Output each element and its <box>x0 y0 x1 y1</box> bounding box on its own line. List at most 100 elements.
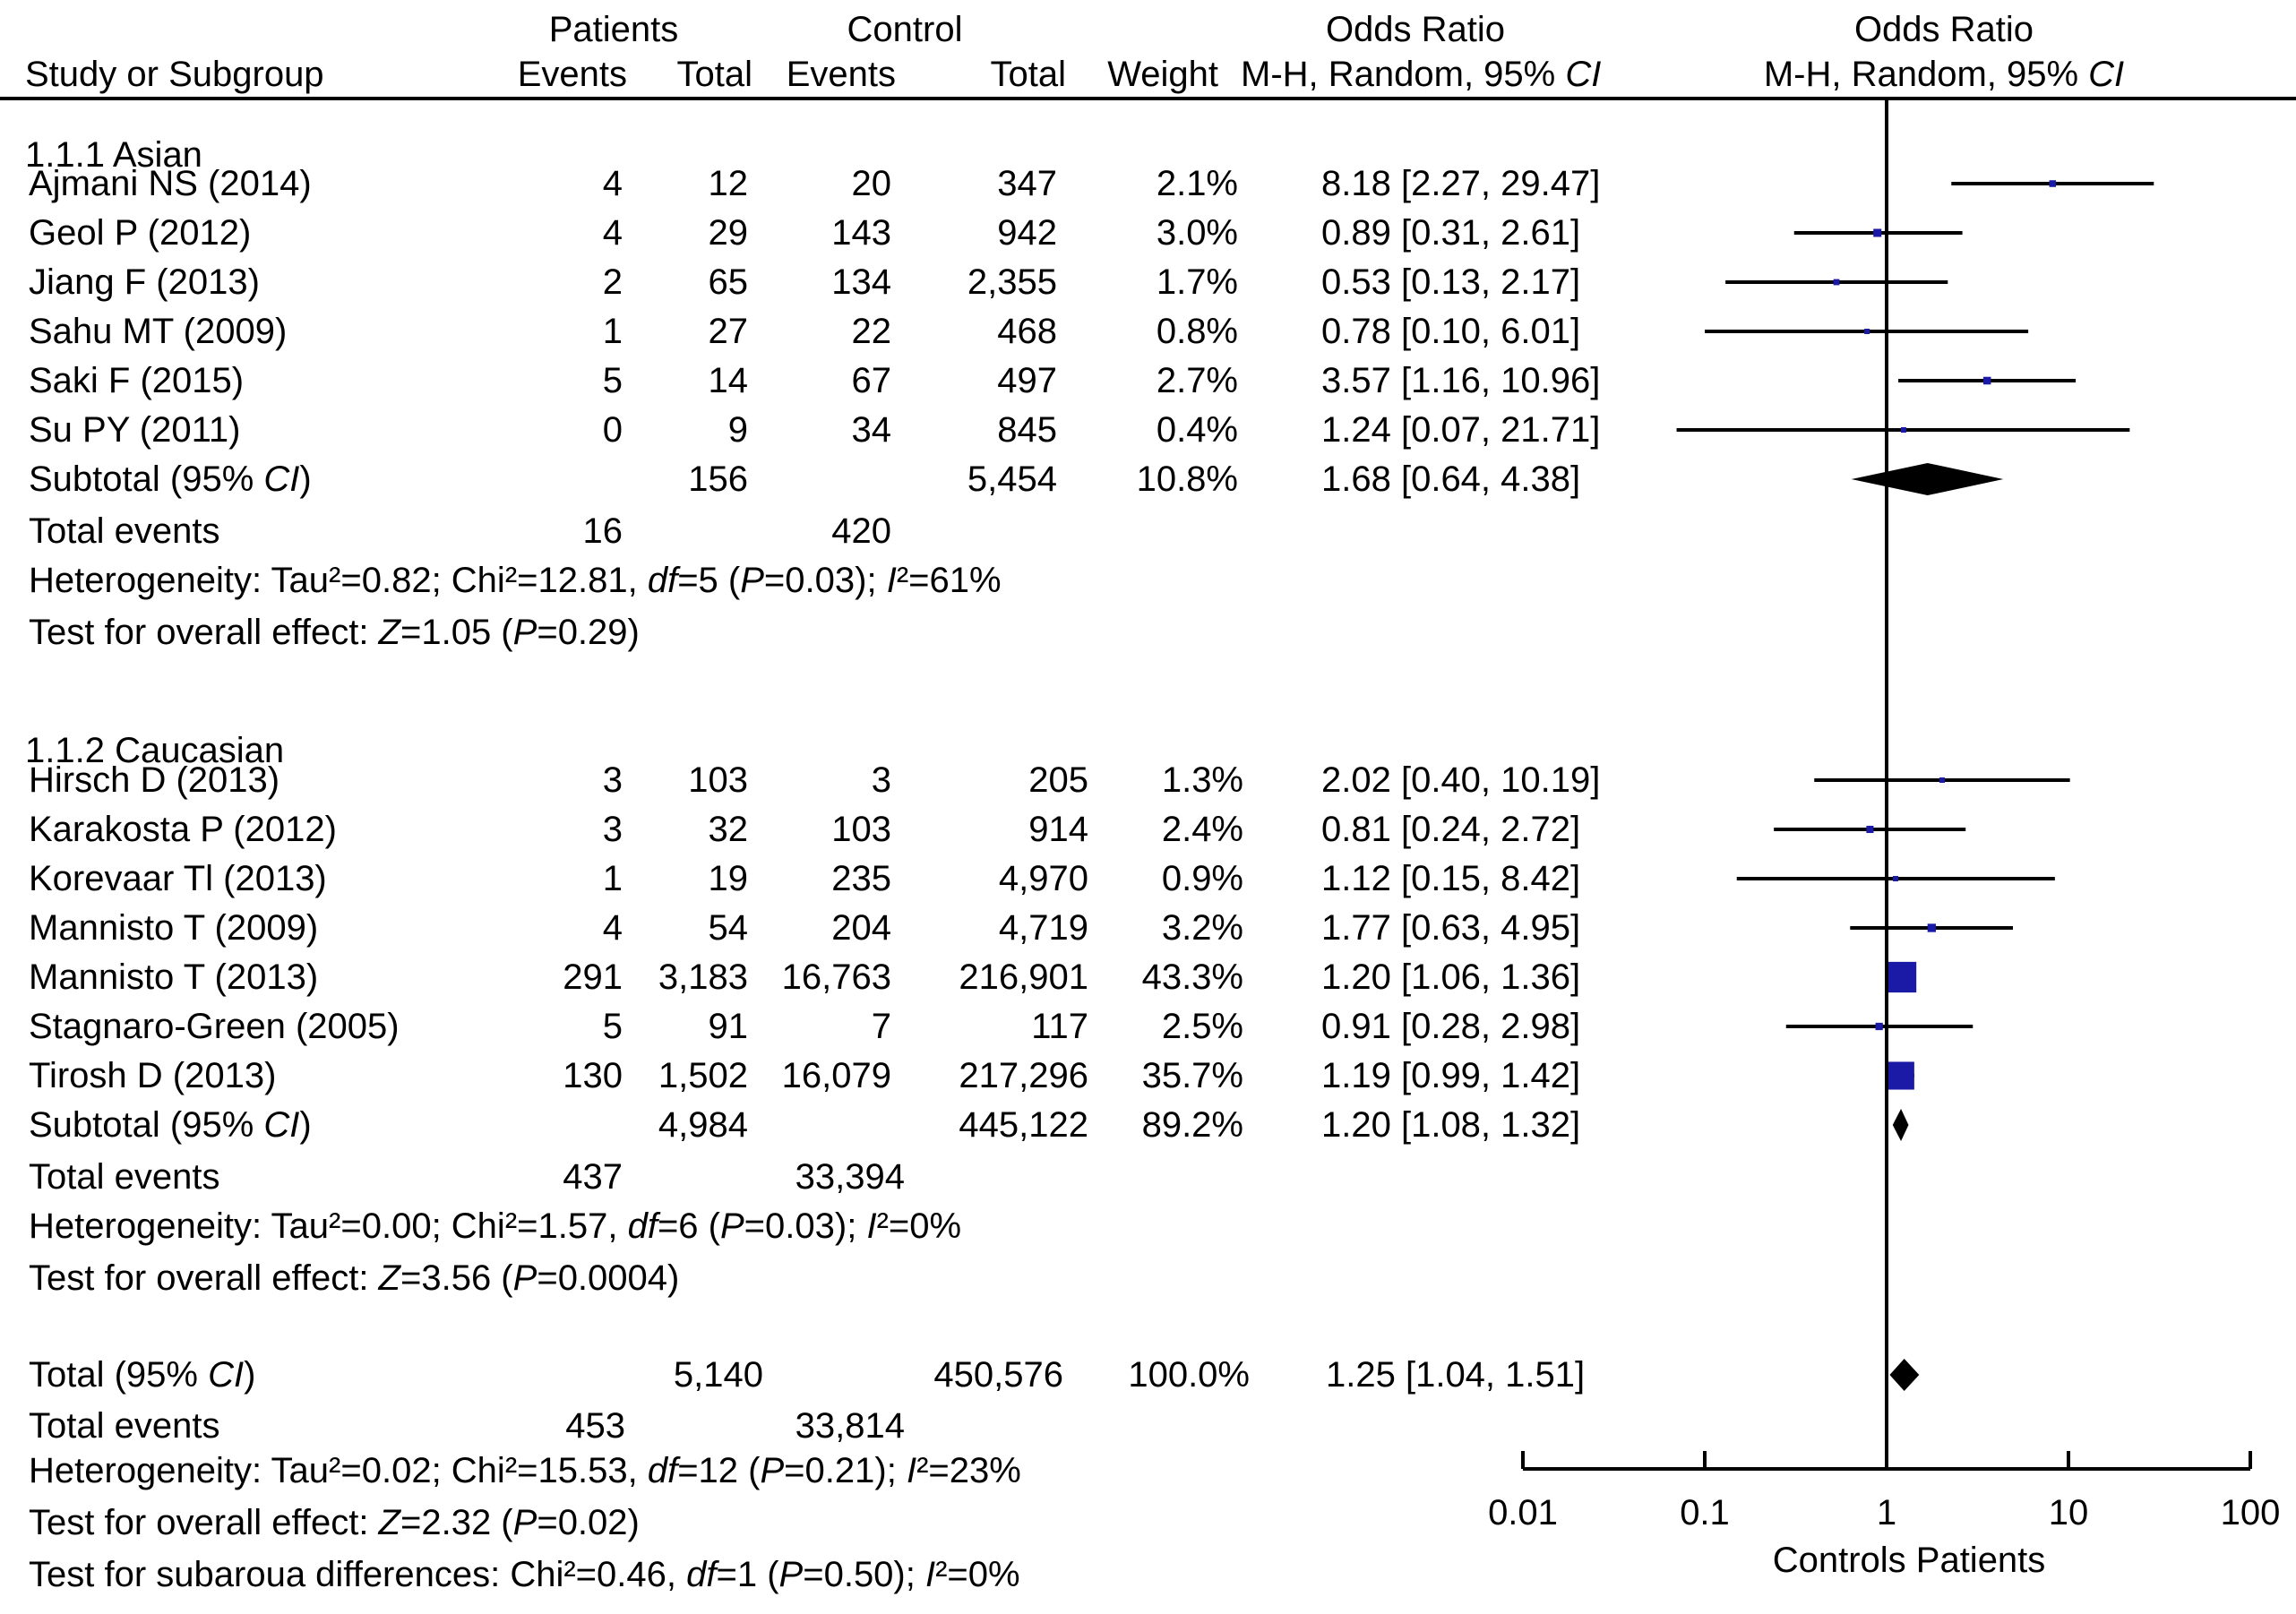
subtotal-patients-total: 4,984 <box>658 1105 748 1145</box>
subtotal-control-total: 5,454 <box>967 459 1057 499</box>
patients-events: 4 <box>602 908 623 948</box>
study-weight: 2.5% <box>1161 1007 1243 1046</box>
grand-total-events-patients: 453 <box>565 1406 625 1446</box>
control-events: 235 <box>831 859 891 898</box>
control-events: 7 <box>871 1007 891 1046</box>
patients-events: 3 <box>602 760 623 800</box>
study-name: Korevaar Tl (2013) <box>29 859 327 898</box>
control-events: 67 <box>851 361 892 400</box>
study-name: Saki F (2015) <box>29 361 245 400</box>
control-events: 16,763 <box>781 957 891 997</box>
study-name: Ajmani NS (2014) <box>29 164 312 203</box>
study-ci: 1.12 [0.15, 8.42] <box>1321 859 1581 898</box>
subtotal-diamond <box>1892 1109 1909 1141</box>
study-name: Hirsch D (2013) <box>29 760 280 800</box>
study-name: Tirosh D (2013) <box>29 1056 277 1095</box>
heterogeneity-text: Heterogeneity: Tau²=0.82; Chi²=12.81, df… <box>29 561 1002 600</box>
odds-ratio-method-header: M-H, Random, 95% CI <box>1241 55 1602 94</box>
study-ci: 0.91 [0.28, 2.98] <box>1321 1007 1581 1046</box>
subtotal-ci: 1.20 [1.08, 1.32] <box>1321 1105 1581 1145</box>
study-column-header: Study or Subgroup <box>25 55 324 94</box>
control-events: 20 <box>851 164 892 203</box>
control-events: 143 <box>831 213 891 253</box>
study-marker <box>1833 279 1840 286</box>
x-tick-label: 100 <box>2221 1493 2281 1532</box>
control-total: 4,719 <box>998 908 1088 948</box>
study-name: Mannisto T (2013) <box>29 957 319 997</box>
grand-total-events-control: 33,814 <box>795 1406 905 1446</box>
study-weight: 3.2% <box>1161 908 1243 948</box>
control-total: 2,355 <box>967 262 1057 302</box>
patients-total: 12 <box>708 164 749 203</box>
patients-total: 29 <box>708 213 749 253</box>
subtotal-diamond <box>1851 463 2004 495</box>
plot-method-header: M-H, Random, 95% CI <box>1763 55 2125 94</box>
patients-total: 3,183 <box>658 957 748 997</box>
patients-events: 5 <box>602 361 623 400</box>
odds-ratio-header: Odds Ratio <box>1325 10 1506 49</box>
control-total: 468 <box>997 312 1057 351</box>
total-ci: 1.25 [1.04, 1.51] <box>1326 1355 1586 1395</box>
study-name: Su PY (2011) <box>29 410 241 450</box>
patients-events: 4 <box>602 164 623 203</box>
study-marker <box>1875 1022 1883 1031</box>
study-weight: 2.1% <box>1156 164 1238 203</box>
total-control-total: 450,576 <box>933 1355 1063 1395</box>
weight-header: Weight <box>1107 55 1218 94</box>
study-weight: 1.7% <box>1156 262 1238 302</box>
patients-group-header: Patients <box>548 10 679 49</box>
study-marker <box>1939 777 1945 783</box>
study-weight: 2.7% <box>1156 361 1238 400</box>
patients-total: 1,502 <box>658 1056 748 1095</box>
study-ci: 1.19 [0.99, 1.42] <box>1321 1056 1581 1095</box>
plot-odds-ratio-header: Odds Ratio <box>1853 10 2034 49</box>
x-tick-label: 1 <box>1877 1493 1896 1532</box>
study-ci: 1.77 [0.63, 4.95] <box>1321 908 1581 948</box>
control-total: 845 <box>997 410 1057 450</box>
study-ci: 1.20 [1.06, 1.36] <box>1321 957 1581 997</box>
study-ci: 0.89 [0.31, 2.61] <box>1321 213 1581 253</box>
control-events-header: Events <box>786 55 896 94</box>
study-ci: 2.02 [0.40, 10.19] <box>1321 760 1601 800</box>
total-diamond <box>1889 1359 1920 1391</box>
patients-events-header: Events <box>517 55 627 94</box>
study-name: Sahu MT (2009) <box>29 312 288 351</box>
control-total: 4,970 <box>998 859 1088 898</box>
study-ci: 8.18 [2.27, 29.47] <box>1321 164 1601 203</box>
patients-events: 291 <box>563 957 623 997</box>
study-ci: 0.53 [0.13, 2.17] <box>1321 262 1581 302</box>
control-total: 117 <box>1031 1007 1088 1046</box>
study-weight: 0.9% <box>1161 859 1243 898</box>
patients-events: 1 <box>602 312 623 351</box>
total-events-control: 420 <box>831 511 891 551</box>
total-weight: 100.0% <box>1128 1355 1250 1395</box>
patients-total: 19 <box>708 859 749 898</box>
x-tick-label: 0.01 <box>1488 1493 1558 1532</box>
study-weight: 3.0% <box>1156 213 1238 253</box>
study-marker <box>1866 825 1874 834</box>
grand-overall-effect-text: Test for overall effect: Z=2.32 (P=0.02) <box>29 1503 640 1542</box>
study-marker <box>2049 180 2057 187</box>
study-ci: 1.24 [0.07, 21.71] <box>1321 410 1601 450</box>
study-name: Geol P (2012) <box>29 213 252 253</box>
study-marker <box>1900 427 1906 433</box>
total-events-label: Total events <box>29 1157 220 1197</box>
subtotal-label: Subtotal (95% CI) <box>29 1105 312 1145</box>
subtotal-label: Subtotal (95% CI) <box>29 459 312 499</box>
study-ci: 0.78 [0.10, 6.01] <box>1321 312 1581 351</box>
study-marker <box>1982 376 1991 385</box>
control-total: 205 <box>1028 760 1088 800</box>
subgroup-difference-text: Test for subaroua differences: Chi²=0.46… <box>29 1555 1020 1594</box>
study-weight: 0.4% <box>1156 410 1238 450</box>
control-total: 216,901 <box>959 957 1088 997</box>
subgroup-label: 1.1.1 Asian <box>25 135 202 175</box>
total-label: Total (95% CI) <box>29 1355 256 1395</box>
patients-events: 0 <box>602 410 623 450</box>
study-marker <box>1886 1061 1914 1090</box>
study-name: Mannisto T (2009) <box>29 908 319 948</box>
heterogeneity-text: Heterogeneity: Tau²=0.00; Chi²=1.57, df=… <box>29 1206 962 1246</box>
patients-events: 2 <box>602 262 623 302</box>
control-events: 134 <box>831 262 891 302</box>
study-marker <box>1864 329 1870 334</box>
